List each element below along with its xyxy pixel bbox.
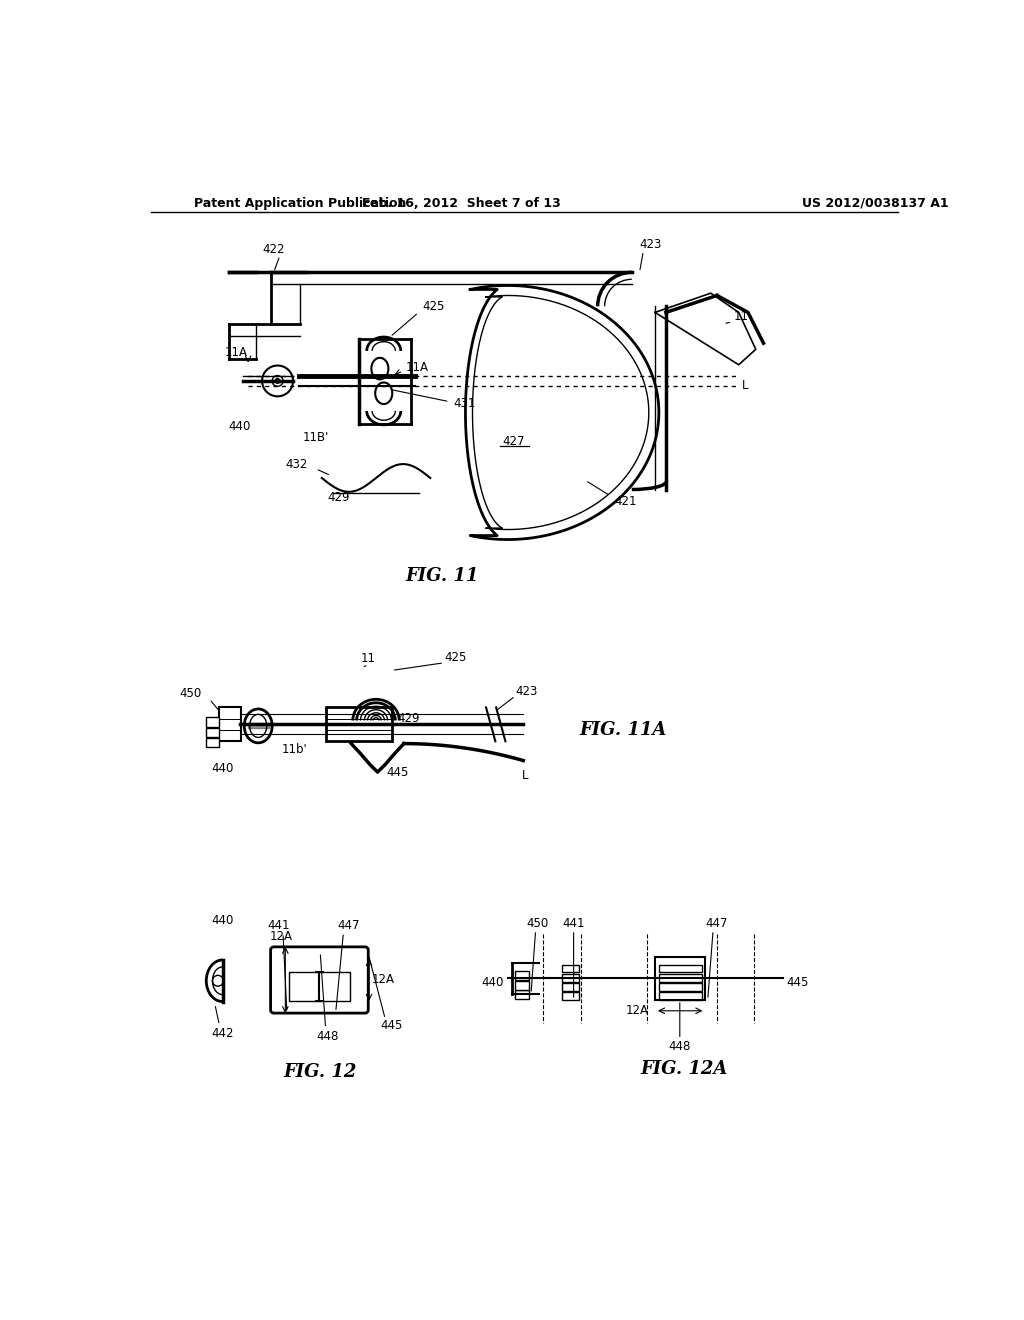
- Text: 11A: 11A: [225, 346, 248, 359]
- Text: 12A: 12A: [626, 1005, 649, 1018]
- Text: 421: 421: [614, 495, 637, 508]
- Text: 442: 442: [211, 1027, 233, 1040]
- Text: 12A: 12A: [372, 973, 394, 986]
- Bar: [658, 965, 701, 973]
- Text: Patent Application Publication: Patent Application Publication: [194, 197, 407, 210]
- Bar: [206, 718, 219, 726]
- Text: 11B': 11B': [303, 430, 330, 444]
- Bar: [326, 708, 391, 742]
- Circle shape: [275, 379, 280, 383]
- Text: 450: 450: [179, 686, 202, 700]
- Text: L: L: [521, 770, 528, 783]
- Text: Feb. 16, 2012  Sheet 7 of 13: Feb. 16, 2012 Sheet 7 of 13: [361, 197, 560, 210]
- Text: FIG. 12: FIG. 12: [284, 1063, 357, 1081]
- Text: 448: 448: [316, 1030, 339, 1043]
- Text: FIG. 12A: FIG. 12A: [641, 1060, 728, 1078]
- Bar: [515, 970, 528, 979]
- Text: FIG. 11: FIG. 11: [406, 566, 478, 585]
- Text: 431: 431: [454, 397, 476, 409]
- Bar: [219, 708, 241, 742]
- Text: L: L: [741, 379, 749, 392]
- Text: 429: 429: [328, 491, 350, 504]
- Text: 423: 423: [515, 685, 538, 698]
- Text: 447: 447: [338, 919, 360, 932]
- Text: 445: 445: [380, 1019, 402, 1032]
- Text: 441: 441: [268, 919, 291, 932]
- Bar: [658, 974, 701, 982]
- Bar: [658, 993, 701, 1001]
- Bar: [562, 965, 579, 973]
- Text: 11: 11: [360, 652, 376, 665]
- Text: 427: 427: [503, 436, 525, 449]
- Text: 440: 440: [211, 915, 233, 927]
- Text: US 2012/0038137 A1: US 2012/0038137 A1: [802, 197, 949, 210]
- Text: 445: 445: [786, 975, 809, 989]
- Text: 440: 440: [228, 420, 251, 433]
- Text: FIG. 11A: FIG. 11A: [579, 721, 667, 739]
- Bar: [655, 957, 706, 1001]
- Bar: [562, 983, 579, 991]
- Text: 423: 423: [640, 238, 662, 251]
- Text: 440: 440: [481, 975, 504, 989]
- Text: 432: 432: [286, 458, 308, 471]
- Bar: [562, 974, 579, 982]
- Bar: [562, 993, 579, 1001]
- Text: 422: 422: [262, 243, 285, 256]
- FancyBboxPatch shape: [270, 946, 369, 1014]
- Text: 440: 440: [211, 762, 233, 775]
- Text: 448: 448: [669, 1040, 691, 1053]
- Text: 450: 450: [526, 916, 548, 929]
- Text: 11b': 11b': [282, 743, 307, 756]
- Bar: [206, 738, 219, 747]
- Text: 425: 425: [423, 300, 444, 313]
- Text: 11A: 11A: [406, 362, 428, 375]
- Text: 11: 11: [734, 310, 749, 323]
- Text: 429: 429: [397, 713, 420, 726]
- Text: 447: 447: [706, 916, 728, 929]
- Text: 12A: 12A: [270, 929, 293, 942]
- Bar: [206, 729, 219, 738]
- Text: 425: 425: [444, 651, 467, 664]
- Text: 441: 441: [562, 916, 585, 929]
- Text: 445: 445: [386, 767, 409, 779]
- Bar: [515, 990, 528, 999]
- Bar: [658, 983, 701, 991]
- Bar: [515, 981, 528, 990]
- Bar: [289, 972, 349, 1001]
